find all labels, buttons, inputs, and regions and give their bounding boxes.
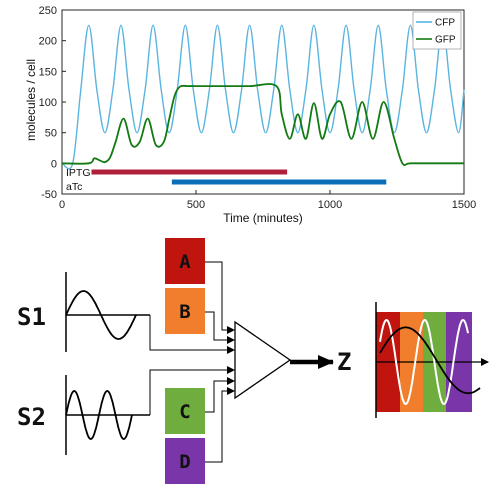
- input-signal-s1: S1: [17, 272, 150, 352]
- box-b-fill: [165, 288, 205, 334]
- box-d-label: D: [179, 451, 190, 473]
- box-a-fill: [165, 238, 205, 284]
- output-carrier-wave: [379, 318, 469, 406]
- series-line-cfp: [61, 24, 465, 170]
- x-tick-label: 500: [187, 199, 205, 211]
- s1-waveform: [65, 290, 137, 340]
- inducer-label-iptg: IPTG: [66, 167, 91, 179]
- wire-a: [205, 261, 235, 334]
- y-axis-ticks: -50 0 50 100 150 200 250: [39, 5, 66, 201]
- y-tick-label: 100: [39, 97, 57, 109]
- legend-box: [412, 11, 462, 50]
- s2-waveform: [65, 390, 133, 440]
- box-d-fill: [165, 438, 205, 484]
- box-b-label: B: [179, 301, 190, 323]
- y-tick-label: 250: [39, 5, 57, 17]
- box-c-label: C: [179, 401, 190, 423]
- box-c: C: [165, 388, 205, 434]
- inducer-bar-iptg: [91, 169, 288, 175]
- input-wires: [149, 261, 235, 463]
- legend-label-gfp: GFP: [435, 35, 456, 46]
- legend-label-cfp: CFP: [435, 18, 455, 29]
- inducer-label-atc: aTc: [66, 181, 82, 193]
- box-a-label: A: [179, 251, 191, 273]
- wire-c: [205, 377, 235, 413]
- y-tick-label: -50: [41, 189, 57, 201]
- x-tick-label: 1000: [318, 199, 342, 211]
- inducer-bar-atc: [171, 179, 387, 185]
- x-axis-ticks: 0 500 1000 1500: [59, 190, 476, 211]
- inducer-bars: [91, 169, 387, 185]
- chart-series: [61, 24, 465, 170]
- input-label-s2: S2: [17, 403, 46, 431]
- y-tick-label: 0: [51, 158, 57, 170]
- box-d: D: [165, 438, 205, 484]
- output-envelope-wave: [379, 326, 481, 395]
- y-tick-label: 200: [39, 36, 57, 48]
- y-tick-label: 150: [39, 66, 57, 78]
- wire-b: [205, 311, 235, 344]
- legend: CFP GFP: [412, 11, 462, 50]
- plot-area: [61, 9, 465, 195]
- input-signal-s2: S2: [17, 375, 150, 455]
- wire-d: [205, 387, 235, 463]
- output-label-z: Z: [337, 348, 351, 376]
- x-tick-label: 1500: [452, 199, 476, 211]
- x-tick-label: 0: [59, 199, 65, 211]
- output-panel: [375, 302, 489, 418]
- input-label-s1: S1: [17, 303, 46, 331]
- x-axis-label: Time (minutes): [223, 211, 303, 225]
- series-line-gfp: [61, 83, 464, 166]
- box-c-fill: [165, 388, 205, 434]
- y-axis-label: molecules / cell: [24, 59, 38, 141]
- wire-s1: [149, 315, 235, 354]
- box-a: A: [165, 238, 205, 284]
- box-b: B: [165, 288, 205, 334]
- circuit-diagram: S1 S2 A B C D: [17, 238, 489, 484]
- wire-s2: [149, 366, 235, 415]
- combiner-triangle: [234, 320, 292, 400]
- y-tick-label: 50: [45, 128, 57, 140]
